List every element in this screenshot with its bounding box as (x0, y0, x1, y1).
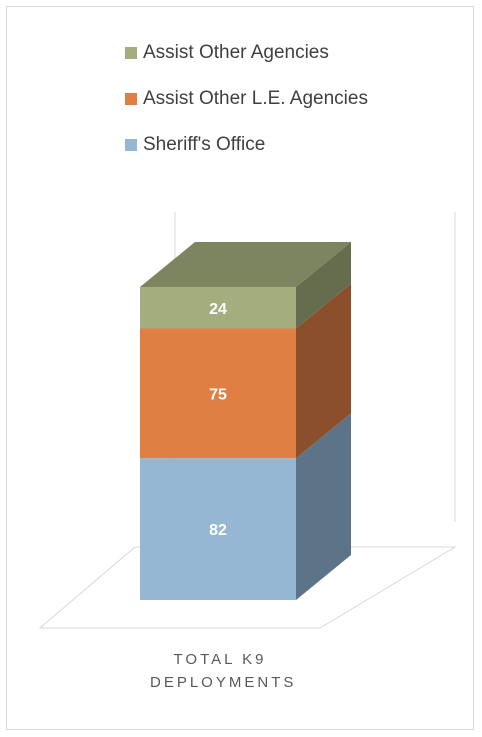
legend-label-sheriffs-office: Sheriff's Office (143, 133, 266, 155)
legend-swatch-assist-other-le-agencies (125, 92, 137, 105)
bar-side-sheriff-s-office (296, 413, 351, 600)
chart-bars (140, 242, 351, 600)
bar-side-assist-other-agencies (296, 242, 351, 329)
category-axis-label: TOTAL K9 DEPLOYMENTS (150, 651, 297, 691)
bar-front-assist-other-agencies (140, 287, 296, 329)
data-label-assist-other-l-e-agencies: 75 (209, 386, 227, 403)
data-label-sheriff-s-office: 82 (209, 522, 227, 539)
legend-item-sheriffs-office: Sheriff's Office (125, 133, 368, 156)
bar-front-assist-other-l-e-agencies (140, 328, 296, 459)
bar-top-assist-other-agencies (140, 242, 351, 287)
legend-item-assist-other-agencies: Assist Other Agencies (125, 41, 368, 64)
legend-label-assist-other-agencies: Assist Other Agencies (143, 41, 329, 63)
chart-data-labels: 82 75 24 (209, 301, 227, 539)
legend-item-assist-other-le-agencies: Assist Other L.E. Agencies (125, 87, 368, 110)
legend-swatch-assist-other-agencies (125, 46, 137, 59)
bar-side-assist-other-l-e-agencies (296, 283, 351, 459)
legend-label-assist-other-le-agencies: Assist Other L.E. Agencies (143, 87, 368, 109)
chart-legend: Assist Other Agencies Assist Other L.E. … (125, 41, 368, 179)
data-label-assist-other-agencies: 24 (209, 301, 227, 318)
bar-front-sheriff-s-office (140, 458, 296, 600)
legend-swatch-sheriffs-office (125, 138, 137, 151)
